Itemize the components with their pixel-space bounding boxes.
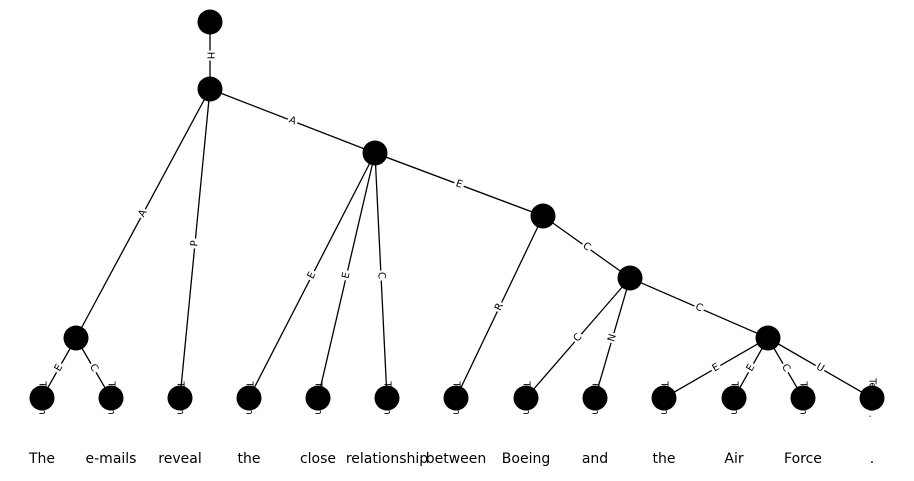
edge-label-text: E	[340, 271, 352, 280]
edge-label: E	[304, 268, 320, 283]
edge-label-text: R	[493, 301, 506, 312]
edge-label: E	[708, 360, 724, 376]
edge-label-text: A	[137, 208, 150, 219]
node-group	[29, 9, 885, 411]
word-label: relationship	[346, 451, 428, 467]
edge-label-text: E	[306, 270, 319, 281]
terminal-node	[443, 385, 469, 411]
word-label: the	[238, 451, 261, 467]
edge-label-text: N	[606, 333, 619, 343]
terminal-label: Termin	[244, 380, 255, 414]
word-row: The e-mails reveal the close relationshipbetw…	[28, 451, 874, 467]
word-label: reveal	[158, 451, 201, 467]
edge-label: C	[692, 300, 706, 316]
internal-node	[197, 9, 223, 35]
word-label: Air	[724, 451, 743, 467]
edge-label-text: E	[53, 363, 66, 374]
internal-node	[530, 203, 556, 229]
edge-label-text: A	[287, 115, 298, 128]
terminal-label: Termin	[175, 380, 186, 414]
edge-label: U	[812, 360, 828, 376]
edge-label: C	[578, 239, 595, 255]
edge-label: C	[85, 360, 102, 376]
edge-label-group: H A A P E C E E C E R C C N C E E C U	[51, 50, 828, 376]
terminal-node	[859, 385, 885, 411]
terminal-label: Termin	[590, 380, 601, 414]
word-label: Force	[784, 451, 822, 467]
edge-label: E	[743, 360, 759, 376]
terminal-node	[721, 385, 747, 411]
edge-label-text: U	[814, 361, 826, 374]
edge-label-text: C	[779, 362, 792, 374]
terminal-label-group: Termin Termin Termin Termin Termin Termin Term…	[37, 377, 878, 418]
terminal-node	[513, 385, 539, 411]
terminal-node	[374, 385, 400, 411]
edge-label: C	[570, 330, 586, 346]
edge-label-text: C	[375, 272, 386, 280]
edge-label: A	[285, 113, 300, 129]
internal-node	[755, 325, 781, 351]
terminal-node	[29, 385, 55, 411]
word-label: the	[653, 451, 676, 467]
word-label: close	[300, 451, 336, 467]
terminal-label: Termin	[106, 380, 117, 414]
edge-label: E	[51, 360, 67, 376]
edge-label: A	[135, 206, 151, 221]
terminal-label: Termin	[729, 380, 740, 414]
terminal-label: Termin	[521, 380, 532, 414]
edge-label-text: P	[189, 240, 201, 247]
edge-label-text: C	[580, 240, 592, 253]
terminal-node	[790, 385, 816, 411]
terminal-label: Termin	[37, 380, 48, 414]
terminal-node	[651, 385, 677, 411]
terminal-node	[305, 385, 331, 411]
internal-node	[617, 265, 643, 291]
word-label: The	[28, 451, 55, 467]
edge-label: N	[605, 331, 620, 345]
edge-label: P	[188, 237, 202, 250]
internal-node	[197, 76, 223, 102]
terminal-node	[236, 385, 262, 411]
edge-label: E	[452, 177, 466, 192]
terminal-label: Termin	[313, 380, 324, 414]
terminal-node	[582, 385, 608, 411]
edge-label-text: E	[454, 178, 464, 191]
word-label: between	[426, 451, 487, 467]
word-label: Boeing	[502, 451, 550, 467]
terminal-label: Termin	[382, 380, 393, 414]
terminal-node	[98, 385, 124, 411]
terminal-label: Termin	[798, 380, 809, 414]
terminal-label: Termin	[451, 380, 462, 414]
edge-label-text: H	[205, 52, 216, 60]
terminal-label: Termin	[659, 380, 670, 414]
internal-node	[362, 140, 388, 166]
internal-node	[63, 325, 89, 351]
edge-group	[41, 22, 873, 399]
word-label: .	[870, 451, 874, 467]
edge-label: C	[777, 360, 794, 376]
edge-label: R	[491, 299, 508, 315]
terminal-label: Termin .	[867, 377, 878, 418]
terminal-node	[167, 385, 193, 411]
edge-label-text: C	[694, 302, 705, 315]
edge-label: E	[339, 269, 354, 282]
word-label: and	[582, 451, 608, 467]
edge-label: C	[374, 270, 388, 281]
edge-label-text: E	[711, 362, 722, 375]
word-label: e-mails	[86, 451, 137, 467]
edge-label: H	[204, 50, 216, 61]
edge-label-text: E	[745, 363, 758, 374]
edge-label-text: C	[87, 362, 100, 374]
